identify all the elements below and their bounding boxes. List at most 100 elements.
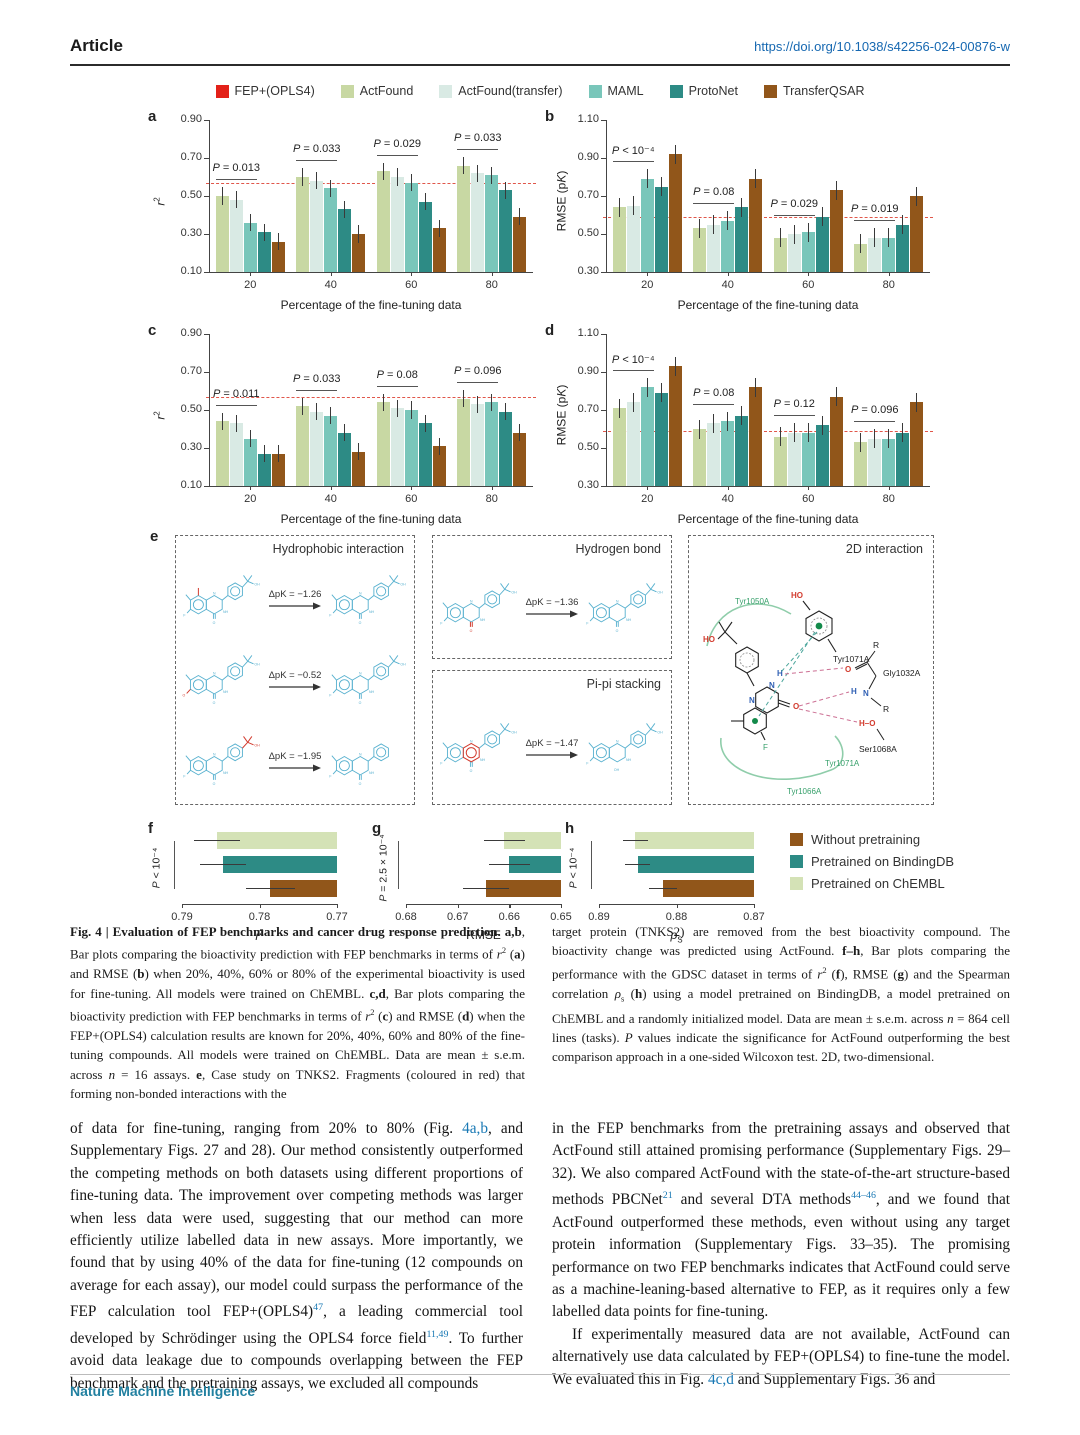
arrow-icon: [269, 602, 321, 610]
significance-bracket: [215, 404, 257, 406]
error-bar: [396, 399, 398, 417]
y-tick: [204, 486, 209, 488]
bar: [749, 178, 763, 272]
bar: [513, 216, 527, 272]
legend-swatch-transferqsar: [763, 84, 777, 98]
bar: [376, 171, 390, 272]
atom-label: HO: [703, 635, 715, 644]
bar: [654, 186, 668, 272]
error-bar: [277, 233, 279, 251]
svg-text:F: F: [330, 613, 332, 617]
error-bar: [491, 166, 493, 184]
molecule: N NH F OH OH: [587, 723, 664, 772]
error-bar: [358, 443, 360, 461]
bond: [760, 731, 766, 741]
header-rule: [70, 64, 1010, 66]
bar: [215, 196, 229, 272]
panel-letter-b: b: [545, 108, 555, 125]
x-tick: [888, 486, 890, 490]
figure-caption-right: target protein (TNKS2) are removed from …: [552, 924, 1010, 1065]
error-bar: [382, 162, 384, 180]
error-bar: [674, 144, 676, 164]
bar: [801, 432, 815, 486]
bar: [338, 432, 352, 486]
bar: [693, 429, 707, 486]
svg-text:OH: OH: [511, 730, 517, 734]
legend-item: Without pretraining: [790, 828, 954, 850]
y-tick: [601, 120, 606, 122]
bar: [910, 196, 924, 272]
error-bar: [741, 406, 743, 426]
chart-g: 0.68 0.67 0.66 0.65: [395, 828, 572, 923]
y-tick: [204, 234, 209, 236]
p-value-label: P = 0.08: [376, 368, 418, 381]
p-value-label: P = 0.029: [373, 137, 421, 150]
significance-bracket: [376, 154, 418, 156]
svg-text:NH: NH: [223, 771, 229, 775]
x-tick: [808, 486, 810, 490]
bar: [390, 408, 404, 486]
legend-item: ActFound: [340, 84, 413, 98]
residue-label: Gly1032A: [883, 668, 921, 678]
bar: [815, 425, 829, 486]
svg-text:N: N: [470, 599, 473, 603]
bar: [707, 224, 721, 272]
x-tick: [182, 904, 184, 908]
error-bar: [221, 187, 223, 205]
panel-letter-f: f: [148, 820, 153, 837]
bond: [802, 600, 811, 611]
svg-text:F: F: [330, 694, 332, 698]
x-tick-label: 40: [324, 493, 337, 505]
reaction-rows: N NH F O OH ΔpK = −1.26 N NH F O OH N NH O O OH ΔpK = −0…: [180, 560, 410, 802]
error-bar: [410, 401, 412, 419]
error-bar: [302, 168, 304, 186]
y-tick: [204, 410, 209, 412]
hbond-line: [798, 691, 850, 707]
error-bar: [193, 839, 241, 842]
error-bar: [755, 377, 757, 397]
bar: [721, 421, 735, 486]
delta-pk-label: ΔpK = −1.47: [525, 737, 579, 749]
x-tick: [259, 904, 261, 908]
chart-a: 0.90 0.70 0.50 0.30 0.10 20 P = 0.013 40 P = 0.0…: [181, 113, 536, 291]
bar: [404, 182, 418, 272]
doi-link[interactable]: https://doi.org/10.1038/s42256-024-00876…: [754, 39, 1010, 54]
ring: [735, 646, 759, 674]
bar: [485, 402, 499, 486]
significance-bracket: [773, 415, 815, 417]
significance-bracket: [773, 214, 815, 216]
significance-bracket: [612, 161, 654, 163]
ring-centroid-dot: [815, 622, 823, 630]
bar: [854, 442, 868, 486]
bar: [486, 880, 561, 897]
x-tick-label: 20: [244, 493, 257, 505]
atom-label: O: [845, 665, 851, 674]
y-tick: [204, 196, 209, 198]
y-tick: [601, 272, 606, 274]
chart-d: 1.10 0.90 0.70 0.50 0.30 20 P < 10⁻⁴ 40 P = 0.08…: [578, 327, 933, 505]
bar: [854, 243, 868, 272]
legend-item: FEP+(OPLS4): [215, 84, 315, 98]
svg-text:NH: NH: [369, 691, 375, 695]
bar: [257, 453, 271, 486]
atom-label: H: [851, 687, 857, 696]
bar: [296, 177, 310, 272]
error-bar: [221, 412, 223, 430]
x-axis: [209, 272, 533, 274]
bar: [485, 175, 499, 272]
x-tick-label: 40: [324, 279, 337, 291]
legend-swatch-chembl: [790, 876, 803, 890]
bar: [693, 228, 707, 272]
legend-swatch-bindingdb: [790, 854, 803, 868]
x-tick: [491, 486, 493, 490]
svg-text:F: F: [440, 621, 442, 625]
error-bar: [916, 392, 918, 412]
panel-letter-h: h: [565, 820, 575, 837]
svg-text:F: F: [330, 775, 332, 779]
x-axis: [209, 486, 533, 488]
bar: [324, 188, 338, 272]
y-tick-label: 0.70: [180, 365, 202, 377]
bar: [882, 438, 896, 486]
reaction-row: N NH F O OH ΔpK = −1.95 N NH F O: [180, 729, 410, 794]
error-bar: [477, 164, 479, 182]
